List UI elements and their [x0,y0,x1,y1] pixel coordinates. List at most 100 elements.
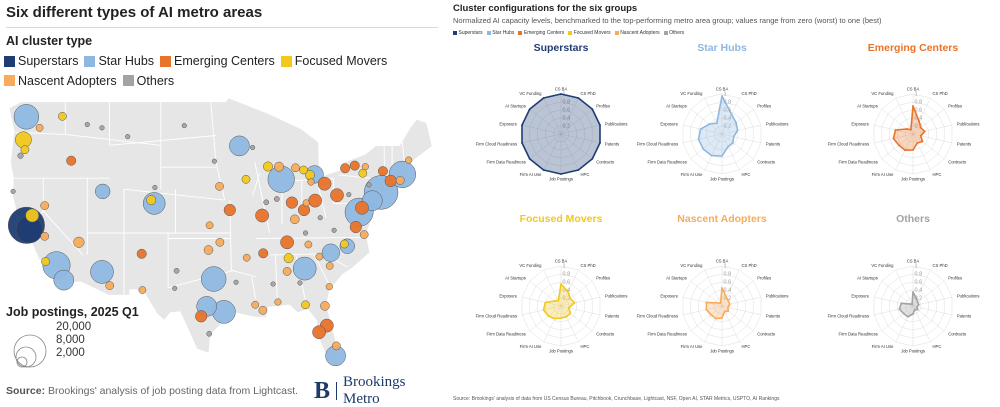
radar-point [898,308,901,310]
legend-label: Star Hubs [98,54,155,68]
radar-point [717,302,720,304]
radar-axis-label: Patents [766,314,780,319]
metro-bubble [283,253,294,264]
radar-point [906,315,909,318]
metro-bubble [258,248,269,259]
title-divider [6,27,438,28]
radar-point [923,130,926,133]
legend-swatch [4,75,15,86]
radar-spoke [912,305,953,316]
metro-bubble [297,203,311,217]
state-border [313,254,331,287]
radar-tick-label: 0.8 [724,100,732,106]
size-legend-label: 20,000 [56,321,92,333]
state-border [256,236,368,239]
radar-spoke [529,305,562,332]
metro-bubble [233,279,239,285]
radar-axis-label: Job Postings [549,177,573,182]
radar-spoke [560,296,601,307]
state-border [231,269,257,278]
radar-series-polygon [521,93,601,175]
map-panel: Six different types of AI metro areas AI… [0,0,445,407]
radar-point [710,154,713,157]
radar-axis-label: Publications [605,122,628,127]
radar-spoke [895,133,914,171]
radar-spoke [521,305,562,316]
radar-axis-label: Firm Cloud Readiness [476,142,517,147]
radar-tick-label: 0.4 [915,288,923,294]
legend-label: Others [136,73,175,88]
metro-bubble [280,235,294,250]
radar-legend-swatch [486,31,491,35]
us-map [7,96,434,367]
radar-axis-label: Firm AI Use [872,344,895,349]
radar-point [544,301,547,304]
radar-title: Star Hubs [697,42,747,54]
radar-spoke [873,305,914,316]
radar-point [911,303,913,306]
state-border [338,174,371,179]
radar-spoke [912,133,945,160]
radar-spoke [560,133,601,144]
radar-axis-label: Firm Cloud Readiness [476,314,517,319]
legend-item: Focused Movers [280,52,387,70]
radar-legend-swatch [614,31,619,35]
radar-axis-label: Contracts [596,332,614,337]
radar-axis-label: Publications [605,294,628,299]
metro-bubble [105,281,115,290]
radar-spoke [690,133,723,160]
radar-legend-label: Nascent Adopters [620,30,660,36]
metro-bubble [307,178,315,186]
metro-bubble [95,183,111,200]
radar-spoke [721,124,762,135]
radar-axis-label: Firm Cloud Readiness [637,314,678,319]
radar-tick-label: 0.4 [724,116,732,122]
radar-axis-label: VC Funding [680,91,703,96]
radar-tick-label: 0.2 [724,124,732,130]
radar-legend-label: Star Hubs [492,30,515,36]
radar-spoke [529,133,562,160]
map-title: Six different types of AI metro areas [6,4,263,21]
radar-spoke [560,305,601,316]
radar-chart: Emerging Centers CS BA CS PhD Profiles Publi… [828,42,980,182]
radar-axis-label: CS BA [907,259,920,264]
radar-axis-label: Profiles [948,275,962,280]
legend-swatch [4,55,15,67]
radar-axis-label: CS PhD [933,91,948,96]
radar-point [910,128,912,131]
radar-axis-label: CS BA [907,87,920,92]
metro-bubble [25,208,40,223]
metro-bubble [291,163,300,173]
radar-axis-label: VC Funding [519,263,542,268]
radar-point [565,315,568,318]
radar-point [892,137,895,140]
radar-point [732,141,734,144]
radar-point [726,306,729,309]
radar-axis-label: CS PhD [933,263,948,268]
radar-spoke [690,280,723,307]
metro-bubble [17,152,24,159]
radar-spoke [912,108,945,135]
radar-axis-label: Firm Data Readiness [486,160,525,165]
radar-spoke [529,280,562,307]
metro-bubble [331,227,337,233]
legend-label: Superstars [18,54,79,68]
radar-tick-label: 0.8 [915,272,923,278]
metro-bubble [215,237,225,247]
state-border [210,101,217,162]
state-border [215,161,226,201]
radar-tick-label: 0.6 [915,280,923,286]
radar-axis-label: Publications [766,294,789,299]
radar-spoke [560,305,593,332]
radar-point [909,303,912,305]
radar-point [900,302,903,305]
radar-spoke [682,305,723,316]
radar-spoke [881,305,914,332]
radar-tick-label: 0.8 [563,100,571,106]
metro-bubble [340,163,351,174]
radar-axis-label: Publications [957,122,980,127]
radar-point [721,287,723,289]
radar-spoke [721,133,740,171]
radar-spoke [704,97,723,135]
metro-bubble [405,156,413,164]
